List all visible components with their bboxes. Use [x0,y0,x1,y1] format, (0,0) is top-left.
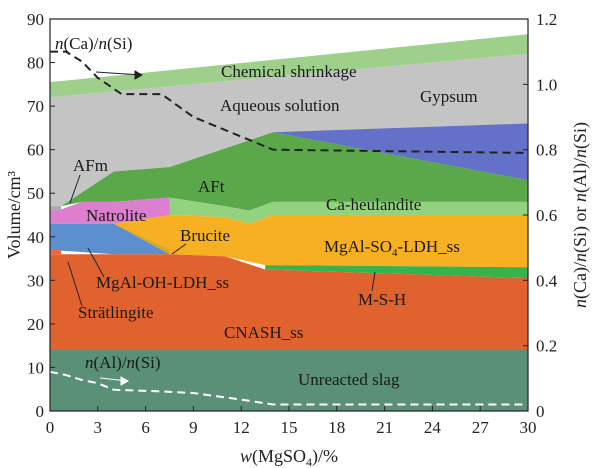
x-tick-label: 24 [424,418,442,437]
region-mgal-oh-ldh-ss [50,223,170,255]
x-tick-label: 21 [376,418,393,437]
label-ca-si-ratio: n(Ca)/n(Si) [55,34,132,53]
leader-stratlingite [67,261,83,307]
label-stratlingite: Strätlingite [78,303,154,322]
label-m-s-h: M-S-H [358,290,406,309]
y-tick-label: 60 [27,141,44,160]
region-afm [50,206,62,211]
x-tick-label: 0 [46,418,55,437]
y-tick-label: 0 [36,402,45,421]
y-tick-label: 40 [27,228,44,247]
region-natrolite [50,197,170,224]
series-line-n-al-n-si [50,370,528,406]
region-aqueous-solution [50,53,528,207]
label-ca-heulandite: Ca-heulandite [326,195,421,214]
y2-tick-label: 1.2 [536,10,557,29]
x-tick-label: 3 [94,418,103,437]
y-tick-label: 80 [27,54,44,73]
x-tick-label: 18 [328,418,345,437]
y-tick-label: 50 [27,184,44,203]
y-tick-label: 10 [27,358,44,377]
region-m-s-h [265,265,528,279]
x-tick-label: 9 [189,418,198,437]
x-tick-label: 30 [520,418,537,437]
leader-mgal-oh [87,247,105,278]
label-natrolite: Natrolite [86,206,146,225]
label-aqueous-solution: Aqueous solution [220,96,340,115]
label-gypsum: Gypsum [420,87,478,106]
series-line-n-ca-n-si [50,50,528,154]
x-axis-label: w(MgSO4)/% [240,446,338,468]
label-al-si-ratio: n(Al)/n(Si) [85,353,161,372]
region-chemical-shrinkage [50,34,528,98]
label-unreacted-slag: Unreacted slag [298,370,400,389]
x-tick-label: 15 [281,418,298,437]
y2-tick-label: 0 [536,402,545,421]
y2-tick-label: 0.6 [536,206,557,225]
x-tick-label: 27 [472,418,490,437]
y-tick-label: 90 [27,10,44,29]
region-unreacted-slag [50,350,528,411]
label-mgal-oh-ldh: MgAl-OH-LDH_ss [96,273,229,292]
region-mgal-so4-ldh-ss [113,215,528,268]
arrow-al-si [99,376,130,386]
label-brucite: Brucite [180,226,230,245]
y2-tick-label: 0.8 [536,141,557,160]
label-aft: AFt [198,177,225,196]
region-str-tlingite [50,249,62,255]
y2-tick-label: 1.0 [536,75,557,94]
region-cnash-ss [50,254,528,351]
region-aft [61,132,528,211]
y-axis-label: Volume/cm³ [4,170,24,259]
y2-tick-label: 0.4 [536,271,558,290]
y-tick-label: 30 [27,271,44,290]
arrow-ca-si [95,70,144,80]
label-mgal-so4-ldh: MgAl-SO4-LDH_ss [324,237,460,259]
y2-axis-label: n(Ca)/n(Si) or n(Al)/n(Si) [570,122,591,308]
x-tick-label: 12 [233,418,250,437]
leader-brucite [171,243,187,255]
x-tick-label: 6 [141,418,150,437]
label-afm: AFm [73,156,108,175]
y-tick-label: 20 [27,315,44,334]
y-tick-label: 70 [27,97,44,116]
leader-afm [69,174,81,204]
label-cnash: CNASH_ss [224,323,303,342]
label-chemical-shrinkage: Chemical shrinkage [221,62,357,81]
leader-m-s-h [371,271,376,292]
y2-tick-label: 0.2 [536,337,557,356]
region-ca-heulandite [169,197,528,224]
